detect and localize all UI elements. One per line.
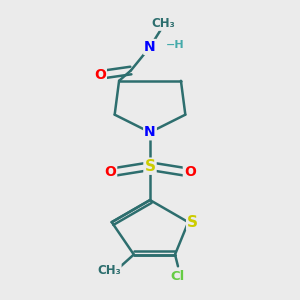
Text: CH₃: CH₃: [152, 17, 175, 30]
Text: O: O: [94, 68, 106, 82]
Text: N: N: [144, 125, 156, 139]
Text: CH₃: CH₃: [97, 264, 121, 277]
Text: S: S: [187, 214, 198, 230]
Text: O: O: [104, 165, 116, 179]
Text: N: N: [144, 40, 156, 54]
Text: O: O: [184, 165, 196, 179]
Text: S: S: [145, 159, 155, 174]
Text: Cl: Cl: [171, 270, 185, 283]
Text: −H: −H: [166, 40, 185, 50]
